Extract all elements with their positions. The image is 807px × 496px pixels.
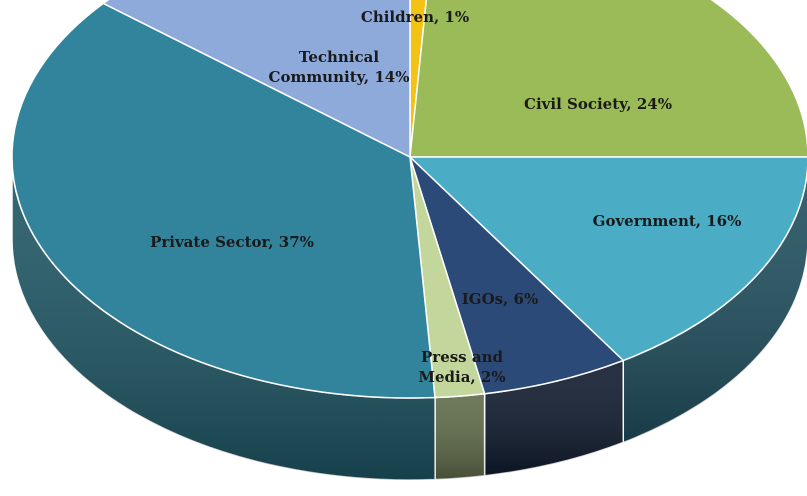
label-government: Government, 16% [593,212,742,230]
pie-slice-1 [409,0,807,158]
pie-side-shade-2 [623,173,807,443]
label-civil-society: Civil Society, 24% [524,95,672,113]
pie-slice-2 [409,156,807,362]
slice-labels: Children, 1% Civil Society, 24% Governme… [150,8,741,386]
pie-side-shade-5 [12,157,435,480]
pie-top [11,0,807,399]
label-press-media: Press and Media, 2% [418,348,505,386]
label-private-sector: Private Sector, 37% [150,233,314,251]
pie-side-shade-4 [434,393,485,480]
pie-slice-6 [102,0,411,158]
label-technical-community: Technical Community, 14% [269,48,410,86]
pie-slice-3 [409,156,625,395]
pie-slice-0 [409,0,428,158]
pie-slice-5 [11,2,436,399]
label-children: Children, 1% [361,8,469,26]
label-igos: IGOs, 6% [462,290,538,308]
